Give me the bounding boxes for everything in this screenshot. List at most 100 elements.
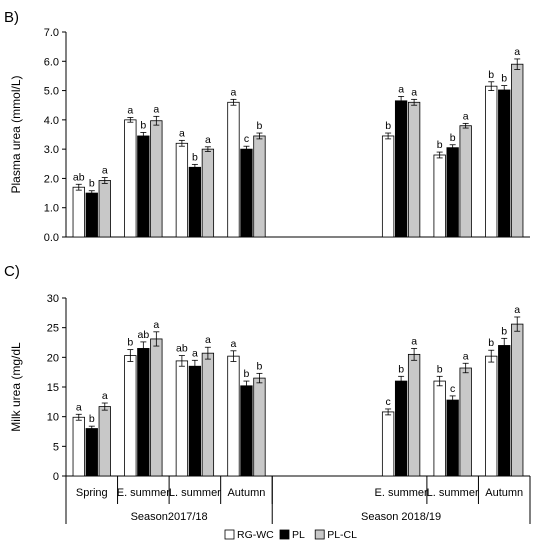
y-tick-label: 0 <box>53 471 59 483</box>
significance-letter: b <box>488 337 494 349</box>
bar-pl-cl <box>511 323 524 477</box>
bar-rg-wc <box>72 416 85 477</box>
significance-letter: ab <box>137 329 149 341</box>
category-label: Autumn <box>485 487 523 499</box>
y-tick-label: 7.0 <box>44 27 59 39</box>
significance-letter: a <box>205 134 211 146</box>
bar-pl-cl <box>98 180 111 238</box>
significance-letter: b <box>140 119 146 131</box>
bar-pl <box>188 365 202 477</box>
category-label: L. summer <box>169 487 221 499</box>
bar-rg-wc <box>485 355 498 477</box>
category-label: E. summer <box>375 487 429 499</box>
legend-label: PL-CL <box>327 529 357 541</box>
season-label: Season2017/18 <box>131 511 208 523</box>
significance-letter: a <box>463 110 469 122</box>
category-label: L. summer <box>427 487 479 499</box>
bar-pl-cl <box>407 101 421 238</box>
bar-rg-wc <box>381 135 395 238</box>
significance-letter: b <box>488 69 494 81</box>
season-label: Season 2018/19 <box>361 511 441 523</box>
significance-letter: b <box>89 413 95 425</box>
y-tick-label: 2.0 <box>44 173 59 185</box>
bar-pl-cl <box>253 135 266 238</box>
significance-letter: a <box>153 319 159 331</box>
bar-pl-cl <box>459 125 472 238</box>
legend-swatch-pl-cl <box>314 529 325 540</box>
significance-letter: a <box>179 127 185 139</box>
y-tick-label: 0.0 <box>44 232 59 244</box>
bar-pl <box>394 380 408 477</box>
significance-letter: a <box>153 103 159 115</box>
significance-letter: b <box>450 132 456 144</box>
bar-rg-wc <box>433 154 446 238</box>
significance-letter: b <box>501 325 507 337</box>
bar-pl <box>394 100 408 238</box>
significance-letter: a <box>192 347 198 359</box>
significance-letter: b <box>192 151 198 163</box>
significance-letter: a <box>411 335 417 347</box>
significance-letter: c <box>244 133 249 145</box>
bar-rg-wc <box>433 380 446 477</box>
y-tick-label: 20 <box>47 352 59 364</box>
significance-letter: b <box>257 120 263 132</box>
significance-letter: a <box>127 105 133 117</box>
y-tick-label: 4.0 <box>44 115 59 127</box>
significance-letter: b <box>437 139 443 151</box>
bar-pl-cl <box>98 406 111 477</box>
y-tick-label: 3.0 <box>44 144 59 156</box>
bar-pl-cl <box>201 148 215 238</box>
y-tick-label: 30 <box>47 293 59 305</box>
chart-panel-0: B) 0.0 1.0 2.0 3.0 4.0 5.0 6.0 7.0 Plasma urea (m… <box>4 9 530 244</box>
legend-swatch-pl <box>279 529 290 540</box>
significance-letter: ab <box>176 343 188 355</box>
bar-pl <box>446 147 459 238</box>
y-tick-label: 25 <box>47 323 59 335</box>
bar-pl-cl <box>201 352 215 477</box>
y-tick-label: 15 <box>47 382 59 394</box>
panel-label: C) <box>4 263 20 280</box>
significance-letter: b <box>398 363 404 375</box>
y-axis-label: Plasma urea (mmol/L) <box>9 75 23 193</box>
bar-pl-cl <box>407 353 421 477</box>
bar-rg-wc <box>175 360 189 477</box>
category-label: Autumn <box>227 487 265 499</box>
bar-pl <box>85 192 98 238</box>
bar-pl-cl <box>511 63 524 238</box>
bar-rg-wc <box>485 85 498 238</box>
significance-letter: a <box>514 46 520 58</box>
significance-letter: a <box>102 165 108 177</box>
significance-letter: a <box>411 86 417 98</box>
significance-letter: b <box>127 337 133 349</box>
y-tick-label: 6.0 <box>44 56 59 68</box>
bar-pl <box>240 385 253 477</box>
significance-letter: b <box>89 178 95 190</box>
bar-pl <box>188 166 202 238</box>
category-label: Spring <box>76 487 108 499</box>
bar-pl <box>137 135 150 238</box>
significance-letter: ab <box>73 171 85 183</box>
y-tick-label: 10 <box>47 412 59 424</box>
bar-pl <box>498 89 511 238</box>
y-axis-label: Milk urea (mg/dL <box>9 342 23 432</box>
significance-letter: a <box>398 83 404 95</box>
significance-letter: a <box>231 86 237 98</box>
y-tick-label: 1.0 <box>44 203 59 215</box>
significance-letter: a <box>463 350 469 362</box>
bar-rg-wc <box>175 142 189 238</box>
significance-letter: a <box>231 338 237 350</box>
significance-letter: b <box>244 368 250 380</box>
significance-letter: a <box>76 401 82 413</box>
significance-letter: a <box>205 334 211 346</box>
bar-pl <box>137 348 150 477</box>
bar-pl-cl <box>253 377 266 477</box>
significance-letter: b <box>385 120 391 132</box>
panel-label: B) <box>4 9 19 26</box>
significance-letter: c <box>450 383 455 395</box>
bar-pl-cl <box>150 338 163 477</box>
bar-rg-wc <box>124 355 137 477</box>
significance-letter: b <box>437 363 443 375</box>
bar-rg-wc <box>124 119 137 238</box>
bar-pl <box>85 428 98 477</box>
